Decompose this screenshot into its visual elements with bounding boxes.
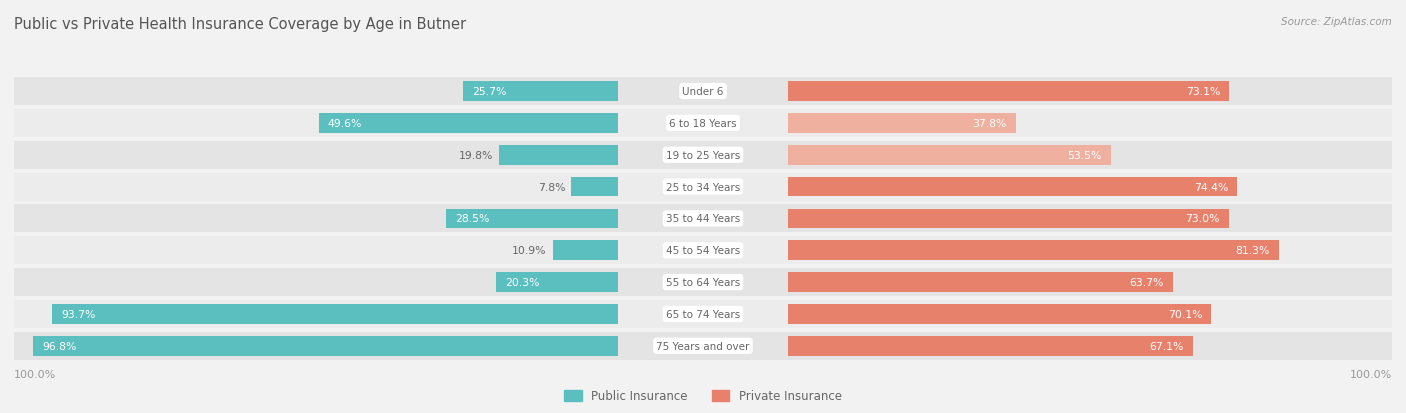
Bar bbox=[0, 268, 1406, 297]
Bar bbox=[0, 141, 1406, 169]
Bar bbox=[787, 177, 1237, 197]
Bar bbox=[319, 114, 619, 133]
Text: 28.5%: 28.5% bbox=[456, 214, 489, 224]
Bar bbox=[0, 268, 1406, 297]
Text: 6 to 18 Years: 6 to 18 Years bbox=[669, 119, 737, 128]
Bar bbox=[553, 241, 619, 261]
Bar bbox=[0, 109, 1406, 138]
Bar bbox=[787, 336, 1194, 356]
Text: 63.7%: 63.7% bbox=[1129, 278, 1164, 287]
Bar bbox=[463, 82, 619, 102]
Bar bbox=[0, 332, 1406, 360]
Bar bbox=[0, 268, 1406, 297]
Text: 35 to 44 Years: 35 to 44 Years bbox=[666, 214, 740, 224]
Bar bbox=[496, 273, 619, 292]
Text: Public vs Private Health Insurance Coverage by Age in Butner: Public vs Private Health Insurance Cover… bbox=[14, 17, 467, 31]
Bar bbox=[0, 141, 1406, 169]
Bar bbox=[0, 300, 1406, 328]
Bar bbox=[787, 82, 1229, 102]
Bar bbox=[0, 78, 1406, 106]
Bar bbox=[0, 300, 1406, 328]
Text: 96.8%: 96.8% bbox=[42, 341, 77, 351]
Text: 7.8%: 7.8% bbox=[537, 182, 565, 192]
Text: 100.0%: 100.0% bbox=[1350, 369, 1392, 379]
Text: 19.8%: 19.8% bbox=[458, 150, 492, 160]
Bar bbox=[0, 205, 1406, 233]
Bar bbox=[0, 300, 1406, 328]
Text: 25.7%: 25.7% bbox=[472, 87, 506, 97]
Bar bbox=[571, 177, 619, 197]
Text: 75 Years and over: 75 Years and over bbox=[657, 341, 749, 351]
Bar bbox=[446, 209, 619, 229]
Text: 74.4%: 74.4% bbox=[1194, 182, 1229, 192]
Bar bbox=[0, 78, 1406, 106]
Text: 70.1%: 70.1% bbox=[1167, 309, 1202, 319]
Text: 37.8%: 37.8% bbox=[973, 119, 1007, 128]
Text: 55 to 64 Years: 55 to 64 Years bbox=[666, 278, 740, 287]
Bar bbox=[0, 332, 1406, 360]
Bar bbox=[0, 237, 1406, 265]
Text: 81.3%: 81.3% bbox=[1236, 246, 1270, 256]
Bar bbox=[0, 237, 1406, 265]
Bar bbox=[34, 336, 619, 356]
Bar bbox=[0, 173, 1406, 201]
Legend: Public Insurance, Private Insurance: Public Insurance, Private Insurance bbox=[560, 385, 846, 407]
Bar bbox=[0, 109, 1406, 138]
Text: Under 6: Under 6 bbox=[682, 87, 724, 97]
Bar bbox=[787, 241, 1279, 261]
Text: 93.7%: 93.7% bbox=[62, 309, 96, 319]
Bar bbox=[0, 109, 1406, 138]
Text: 45 to 54 Years: 45 to 54 Years bbox=[666, 246, 740, 256]
Text: 25 to 34 Years: 25 to 34 Years bbox=[666, 182, 740, 192]
Text: 67.1%: 67.1% bbox=[1150, 341, 1184, 351]
Text: Source: ZipAtlas.com: Source: ZipAtlas.com bbox=[1281, 17, 1392, 26]
Bar bbox=[787, 114, 1017, 133]
Bar bbox=[0, 332, 1406, 360]
Text: 53.5%: 53.5% bbox=[1067, 150, 1102, 160]
Bar bbox=[0, 205, 1406, 233]
Text: 73.0%: 73.0% bbox=[1185, 214, 1219, 224]
Text: 19 to 25 Years: 19 to 25 Years bbox=[666, 150, 740, 160]
Text: 10.9%: 10.9% bbox=[512, 246, 547, 256]
Bar bbox=[787, 209, 1229, 229]
Bar bbox=[499, 145, 619, 165]
Text: 49.6%: 49.6% bbox=[328, 119, 363, 128]
Bar bbox=[0, 141, 1406, 169]
Bar bbox=[0, 237, 1406, 265]
Text: 100.0%: 100.0% bbox=[14, 369, 56, 379]
Text: 73.1%: 73.1% bbox=[1185, 87, 1220, 97]
Text: 20.3%: 20.3% bbox=[505, 278, 540, 287]
Bar bbox=[787, 273, 1173, 292]
Bar bbox=[787, 304, 1211, 324]
Bar bbox=[0, 78, 1406, 106]
Text: 65 to 74 Years: 65 to 74 Years bbox=[666, 309, 740, 319]
Bar bbox=[787, 145, 1111, 165]
Bar bbox=[52, 304, 619, 324]
Bar bbox=[0, 173, 1406, 201]
Bar bbox=[0, 173, 1406, 201]
Bar bbox=[0, 205, 1406, 233]
